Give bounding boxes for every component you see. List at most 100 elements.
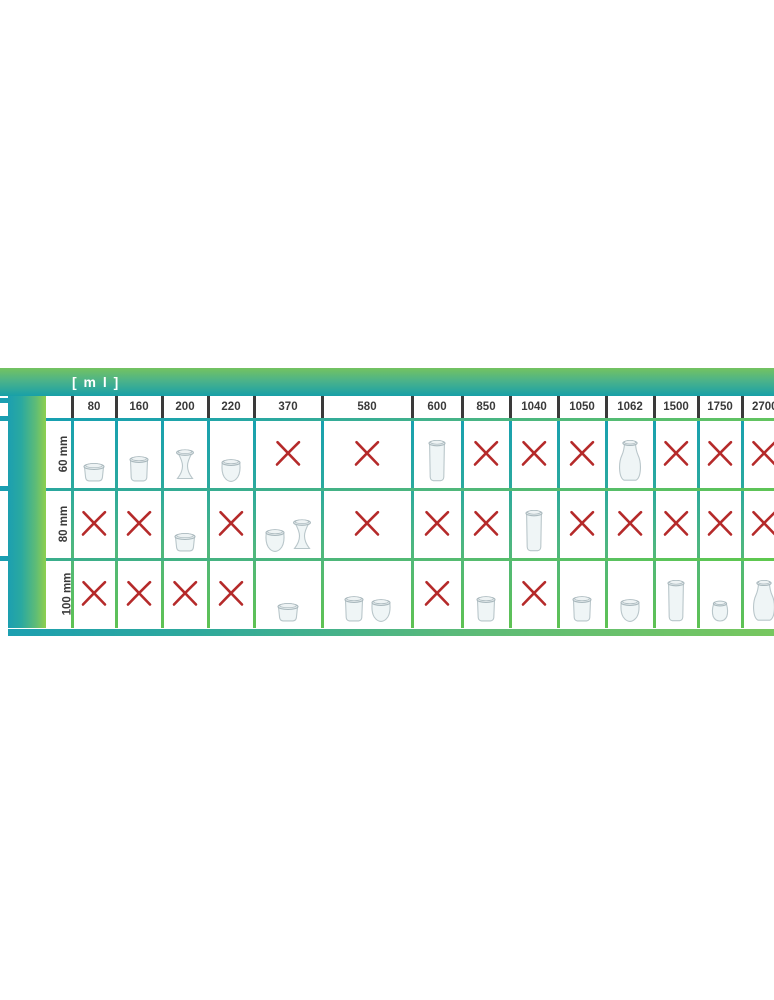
waisted-vase-icon (173, 446, 197, 482)
row-header-80-mm[interactable]: 80 mm (46, 488, 72, 558)
waisted-vase-icon (290, 516, 314, 552)
column-header-850[interactable]: 850 (460, 396, 510, 418)
column-header-220[interactable]: 220 (206, 396, 254, 418)
matrix-cell-80mm-80[interactable] (72, 488, 116, 558)
column-header-1750[interactable]: 1750 (696, 396, 742, 418)
matrix-cell-60mm-850[interactable] (462, 418, 510, 488)
unavailable-marker (116, 488, 162, 558)
matrix-cell-100mm-1750[interactable] (698, 558, 742, 628)
matrix-cell-100mm-220[interactable] (208, 558, 254, 628)
unavailable-marker (208, 488, 254, 558)
matrix-cell-80mm-2700[interactable] (742, 488, 774, 558)
column-header-370[interactable]: 370 (252, 396, 322, 418)
jar-group (162, 490, 208, 552)
column-header-600[interactable]: 600 (410, 396, 462, 418)
matrix-cell-80mm-200[interactable] (162, 488, 208, 558)
matrix-cell-80mm-1040[interactable] (510, 488, 558, 558)
matrix-cell-80mm-160[interactable] (116, 488, 162, 558)
tall-cylinder-icon (665, 576, 687, 622)
column-header-1040[interactable]: 1040 (508, 396, 558, 418)
x-mark-icon (170, 578, 200, 608)
column-header-200[interactable]: 200 (160, 396, 208, 418)
matrix-cell-60mm-2700[interactable] (742, 418, 774, 488)
matrix-cell-100mm-1500[interactable] (654, 558, 698, 628)
matrix-cell-80mm-850[interactable] (462, 488, 510, 558)
matrix-cell-60mm-1062[interactable] (606, 418, 654, 488)
small-tulip-icon (709, 596, 731, 622)
straight-jar-icon (127, 452, 151, 482)
x-mark-icon (124, 508, 154, 538)
matrix-cell-100mm-1040[interactable] (510, 558, 558, 628)
matrix-cell-80mm-580[interactable] (322, 488, 412, 558)
matrix-cell-60mm-1750[interactable] (698, 418, 742, 488)
tall-cylinder-icon (523, 506, 545, 552)
column-header-1500[interactable]: 1500 (652, 396, 698, 418)
matrix-cell-80mm-1500[interactable] (654, 488, 698, 558)
jar-group (462, 560, 510, 622)
x-mark-icon (79, 508, 109, 538)
matrix-cell-60mm-370[interactable] (254, 418, 322, 488)
matrix-corner-cell (46, 396, 72, 418)
matrix-cell-100mm-370[interactable] (254, 558, 322, 628)
straight-jar-icon (342, 592, 366, 622)
matrix-cell-80mm-1062[interactable] (606, 488, 654, 558)
matrix-cell-100mm-600[interactable] (412, 558, 462, 628)
x-mark-icon (352, 508, 382, 538)
straight-jar-icon (474, 592, 498, 622)
matrix-cell-80mm-1750[interactable] (698, 488, 742, 558)
matrix-cell-80mm-1050[interactable] (558, 488, 606, 558)
bottle-decanter-icon (751, 576, 774, 622)
matrix-cell-60mm-600[interactable] (412, 418, 462, 488)
unavailable-marker (462, 488, 510, 558)
matrix-cell-100mm-580[interactable] (322, 558, 412, 628)
page-whitespace (0, 636, 774, 1000)
jar-group (606, 560, 654, 622)
matrix-cell-100mm-850[interactable] (462, 558, 510, 628)
x-mark-icon (124, 578, 154, 608)
unavailable-marker (412, 488, 462, 558)
matrix-cell-60mm-160[interactable] (116, 418, 162, 488)
unavailable-marker (698, 488, 742, 558)
matrix-cell-100mm-200[interactable] (162, 558, 208, 628)
matrix-row: 80 mm (46, 488, 774, 558)
column-header-1050[interactable]: 1050 (556, 396, 606, 418)
matrix-cell-80mm-220[interactable] (208, 488, 254, 558)
x-mark-icon (216, 508, 246, 538)
matrix-cell-60mm-220[interactable] (208, 418, 254, 488)
matrix-cell-60mm-80[interactable] (72, 418, 116, 488)
matrix-cell-80mm-600[interactable] (412, 488, 462, 558)
matrix-cell-60mm-1500[interactable] (654, 418, 698, 488)
row-header-label: 80 mm (58, 505, 71, 543)
matrix-cell-60mm-1040[interactable] (510, 418, 558, 488)
row-header-60-mm[interactable]: 60 mm (46, 418, 72, 488)
row-header-100-mm[interactable]: 100 mm (46, 558, 73, 628)
column-header-1062[interactable]: 1062 (604, 396, 654, 418)
side-gradient-band (8, 396, 46, 628)
matrix-cell-60mm-1050[interactable] (558, 418, 606, 488)
jar-group (412, 420, 462, 482)
matrix-cell-100mm-2700[interactable] (742, 558, 774, 628)
unavailable-marker (742, 418, 774, 488)
unavailable-marker (322, 488, 412, 558)
matrix-cell-100mm-1062[interactable] (606, 558, 654, 628)
matrix-cell-100mm-160[interactable] (116, 558, 162, 628)
matrix-cell-60mm-200[interactable] (162, 418, 208, 488)
unavailable-marker (72, 488, 116, 558)
jar-group (510, 490, 558, 552)
unavailable-marker (162, 558, 208, 628)
matrix-cell-100mm-80[interactable] (72, 558, 116, 628)
unavailable-marker (558, 418, 606, 488)
squat-jar-icon (172, 530, 198, 552)
x-mark-icon (422, 578, 452, 608)
matrix-cell-80mm-370[interactable] (254, 488, 322, 558)
column-header-2700[interactable]: 2700 (740, 396, 774, 418)
column-header-160[interactable]: 160 (114, 396, 162, 418)
matrix-cell-60mm-580[interactable] (322, 418, 412, 488)
rail-tick (0, 486, 8, 491)
column-header-580[interactable]: 580 (320, 396, 412, 418)
unavailable-marker (462, 418, 510, 488)
matrix-cell-100mm-1050[interactable] (558, 558, 606, 628)
column-header-80[interactable]: 80 (70, 396, 116, 418)
rail-tick (0, 556, 8, 561)
